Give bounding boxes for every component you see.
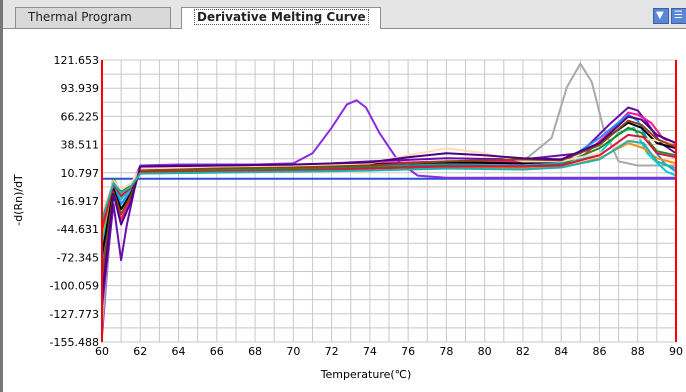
y-tick-label: 93.939 [61,82,100,95]
tab-bar: Thermal Program Derivative Melting Curve… [3,0,686,29]
down-arrow-icon[interactable]: ▼ [653,8,669,24]
y-axis-title: -d(Rn)/dT [12,174,25,226]
y-tick-label: 121.653 [54,54,100,67]
y-tick-label: -127.773 [50,308,99,321]
y-tick-label: -72.345 [57,251,99,264]
x-tick-label: 70 [286,345,300,358]
x-tick-label: 62 [133,345,147,358]
x-tick-label: 84 [554,345,568,358]
tab-derivative-melting-curve[interactable]: Derivative Melting Curve [181,7,381,29]
y-tick-label: -16.917 [57,195,99,208]
series-line [101,115,677,296]
y-tick-label: -44.631 [57,223,99,236]
series-line [101,133,677,230]
x-tick-label: 76 [401,345,415,358]
y-tick-label: -100.059 [50,280,99,293]
grid [101,59,677,343]
y-tick-label: -155.488 [50,336,99,349]
x-tick-label: 88 [631,345,645,358]
series-lines [101,62,677,337]
x-tick-label: 78 [439,345,453,358]
x-tick-label: 86 [592,345,606,358]
x-tick-label: 90 [669,345,683,358]
x-tick-label: 64 [172,345,186,358]
series-line [101,106,677,307]
y-tick-label: 38.511 [61,139,100,152]
menu-icon[interactable]: ☰ [671,8,686,24]
tab-thermal-program[interactable]: Thermal Program [15,7,171,28]
x-tick-label: 82 [516,345,530,358]
x-tick-label: 68 [248,345,262,358]
x-tick-label: 74 [363,345,377,358]
x-tick-label: 66 [210,345,224,358]
axes: 121.653 93.939 66.225 38.511 10.797 -16.917 -4… [50,54,683,358]
y-tick-label: 66.225 [61,110,100,123]
x-tick-label: 80 [478,345,492,358]
series-line [101,119,677,276]
tab-label: Thermal Program [28,10,132,24]
x-tick-label: 60 [95,345,109,358]
y-tick-label: 10.797 [61,167,100,180]
x-axis-title: Temperature(℃) [320,368,412,381]
tab-label: Derivative Melting Curve [194,9,369,25]
series-line [101,140,677,220]
x-tick-label: 72 [325,345,339,358]
